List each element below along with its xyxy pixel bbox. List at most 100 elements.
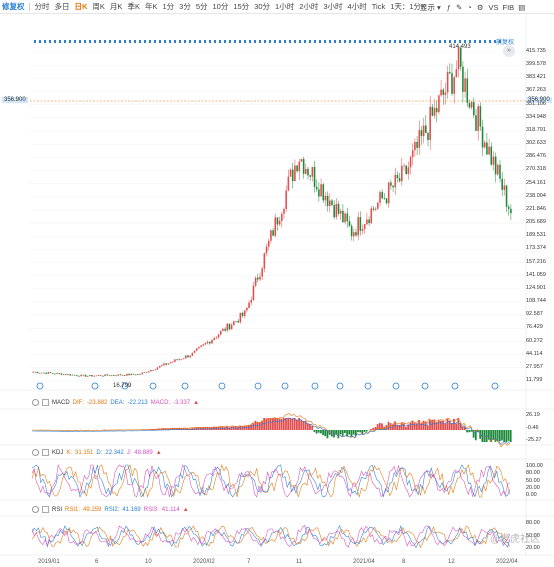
kdj-lines: [31, 464, 511, 499]
toggle-icon[interactable]: [42, 506, 49, 513]
candle-body: [230, 324, 233, 330]
macd-bar: [228, 427, 231, 430]
draw-icon[interactable]: ✎: [455, 2, 463, 12]
gear-icon[interactable]: [32, 506, 39, 513]
macd-bar: [370, 429, 372, 430]
candle-body: [58, 373, 61, 374]
toggle-icon[interactable]: [42, 449, 49, 456]
macd-bar: [335, 430, 338, 435]
period-tab[interactable]: 季K: [127, 1, 140, 11]
period-tab[interactable]: 1天：1分K: [390, 1, 427, 11]
candle-body: [189, 355, 191, 358]
candle-body: [243, 310, 246, 316]
period-tab[interactable]: 4小时: [347, 1, 367, 11]
display-menu[interactable]: 显示: [420, 2, 435, 12]
period-tab[interactable]: 分时: [34, 1, 50, 11]
candle-body: [235, 320, 237, 322]
period-tab[interactable]: Tick: [371, 1, 386, 11]
candle-body: [56, 373, 58, 374]
period-tab[interactable]: 年K: [144, 1, 158, 11]
macd-bar: [337, 430, 340, 439]
period-tab[interactable]: 10分: [212, 1, 229, 11]
period-tab[interactable]: 3分: [179, 1, 191, 11]
macd-bar: [365, 430, 368, 432]
candle-body: [270, 230, 272, 241]
candle-body: [475, 115, 477, 131]
candle-body: [254, 277, 257, 286]
macd-bar: [372, 427, 375, 430]
restoration-hint[interactable]: 前复权: [496, 40, 515, 46]
macd-bar: [503, 430, 506, 442]
settings-icon[interactable]: ⚙: [476, 2, 484, 12]
period-tab[interactable]: 1分: [162, 1, 175, 11]
candle-body: [154, 369, 157, 371]
macd-bar: [435, 422, 438, 430]
candle-body: [477, 106, 479, 131]
macd-bar: [361, 430, 364, 435]
candle-body: [361, 228, 364, 231]
macd-name: MACD: [52, 399, 70, 406]
price-tick-label: 44.114: [526, 350, 543, 357]
date-tick-label: 10: [145, 559, 152, 565]
macd-bar: [409, 422, 412, 430]
macd-bar: [385, 425, 388, 430]
gear-icon[interactable]: [32, 449, 39, 456]
candle-body: [126, 373, 128, 376]
macd-dif-value: -23.882: [87, 399, 108, 406]
candle-body: [363, 224, 366, 229]
candle-body: [359, 217, 362, 231]
period-tab[interactable]: 3小时: [323, 1, 343, 11]
period-tab[interactable]: 5分: [195, 1, 208, 11]
macd-macd-label: MACD:: [150, 399, 171, 406]
candle-body: [331, 200, 333, 206]
clock-icon[interactable]: ◔: [467, 2, 472, 12]
candle-body: [329, 200, 331, 206]
candle-body: [381, 192, 383, 199]
macd-bar: [363, 430, 366, 432]
candle-body: [49, 372, 52, 374]
period-tab[interactable]: 月K: [109, 1, 123, 11]
chevron-down-icon[interactable]: ▾: [437, 2, 441, 12]
candle-body: [132, 373, 135, 375]
candle-body: [431, 106, 434, 116]
app-logo[interactable]: 修复权: [2, 1, 25, 11]
caret-up-icon[interactable]: ▲: [193, 399, 200, 406]
gear-icon[interactable]: [32, 399, 39, 406]
candle-body: [464, 78, 466, 92]
period-tab[interactable]: 1小时: [275, 1, 295, 11]
candle-body: [505, 185, 508, 207]
price-tick-label: 318.791: [526, 126, 546, 133]
candle-body: [36, 371, 39, 374]
caret-up-icon[interactable]: ▲: [155, 449, 162, 456]
macd-bar: [169, 428, 172, 430]
rsi-tick-label: 80.00: [526, 520, 540, 526]
period-tab[interactable]: 日K: [74, 1, 88, 11]
macd-bar: [333, 430, 335, 438]
macd-bar: [464, 426, 466, 430]
macd-bar: [440, 420, 442, 430]
candle-body: [479, 106, 482, 127]
period-tab[interactable]: 30分: [254, 1, 271, 11]
macd-bar: [505, 430, 508, 442]
zoom-fib-button[interactable]: FIB: [502, 2, 515, 12]
expand-panel-button[interactable]: »: [503, 45, 515, 57]
period-tab[interactable]: 周K: [92, 1, 105, 11]
macd-bar: [204, 427, 207, 430]
macd-bar: [468, 430, 471, 433]
period-tab[interactable]: 15分: [233, 1, 250, 11]
macd-tick-label: -25.27: [526, 437, 542, 443]
compare-vs-button[interactable]: VS: [488, 2, 499, 12]
caret-up-icon[interactable]: ▲: [182, 506, 189, 513]
candle-body: [468, 102, 471, 108]
candle-body: [69, 374, 71, 376]
rsi2-label: RSI2:: [104, 506, 120, 513]
rsi3-line: [31, 525, 511, 548]
indicator-icon[interactable]: ƒ: [446, 2, 451, 12]
period-tab[interactable]: 2小时: [299, 1, 319, 11]
toggle-icon[interactable]: [42, 399, 49, 406]
period-tab[interactable]: 多日: [54, 1, 70, 11]
chart-layout-icon[interactable]: ▤: [518, 2, 526, 12]
candle-body: [348, 221, 351, 226]
candle-body: [178, 359, 181, 360]
